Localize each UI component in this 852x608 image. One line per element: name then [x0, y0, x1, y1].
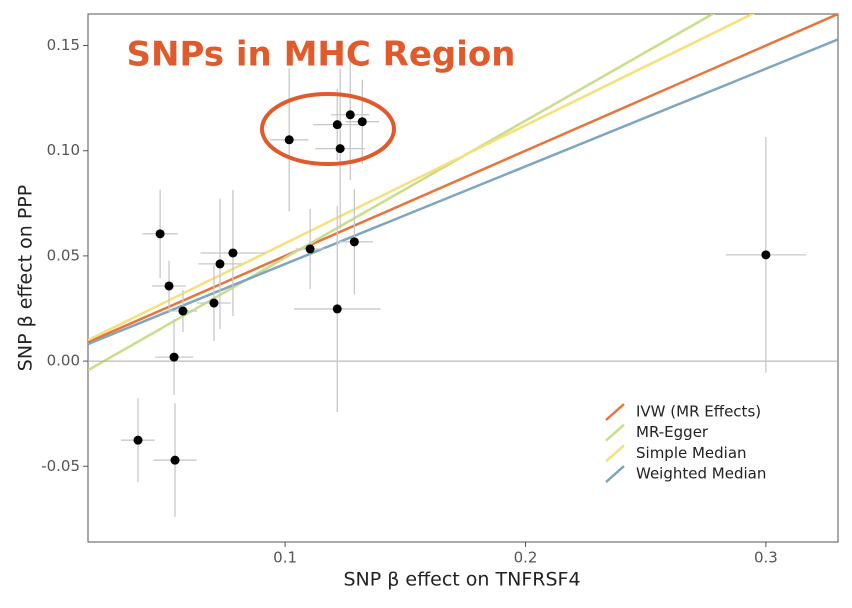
- annotation: SNPs in MHC Region: [127, 35, 516, 75]
- y-tick-label: 0.15: [47, 36, 80, 54]
- point: [761, 250, 771, 260]
- legend-swatch: [605, 444, 625, 463]
- point: [332, 120, 342, 130]
- point: [178, 306, 188, 316]
- y-tick-label: -0.05: [41, 457, 80, 475]
- point: [349, 237, 359, 247]
- point: [357, 117, 367, 127]
- y-axis-label: SNP β effect on PPP: [15, 185, 37, 371]
- fit-line: [88, 38, 838, 346]
- point: [332, 304, 342, 314]
- point: [169, 352, 179, 362]
- y-tick-label: 0.00: [47, 352, 80, 370]
- y-tick-label: 0.10: [47, 141, 80, 159]
- legend-swatch: [605, 465, 625, 484]
- point: [345, 110, 355, 120]
- highlight-ellipse: [260, 92, 396, 166]
- legend-label: MR-Egger: [636, 423, 709, 441]
- point: [209, 298, 219, 308]
- point: [164, 281, 174, 291]
- point: [335, 144, 345, 154]
- legend-swatch: [605, 403, 625, 421]
- point: [228, 248, 238, 258]
- legend-swatch: [605, 423, 625, 442]
- panel-border: [87, 13, 839, 543]
- fit-line: [88, 14, 838, 344]
- legend-label: Simple Median: [636, 444, 747, 462]
- fit-line: [88, 14, 756, 342]
- legend-label: Weighted Median: [636, 465, 766, 483]
- x-axis-label: SNP β effect on TNFRSF4: [343, 569, 580, 591]
- x-tick-label: 0.3: [754, 549, 778, 567]
- x-tick-label: 0.2: [514, 549, 538, 567]
- x-tick-label: 0.1: [273, 549, 297, 567]
- point: [170, 455, 180, 465]
- point: [133, 435, 143, 445]
- point: [284, 135, 294, 145]
- point: [215, 259, 225, 269]
- point: [155, 229, 165, 239]
- legend-label: IVW (MR Effects): [636, 403, 761, 421]
- y-tick-label: 0.05: [47, 246, 80, 264]
- point: [305, 244, 315, 254]
